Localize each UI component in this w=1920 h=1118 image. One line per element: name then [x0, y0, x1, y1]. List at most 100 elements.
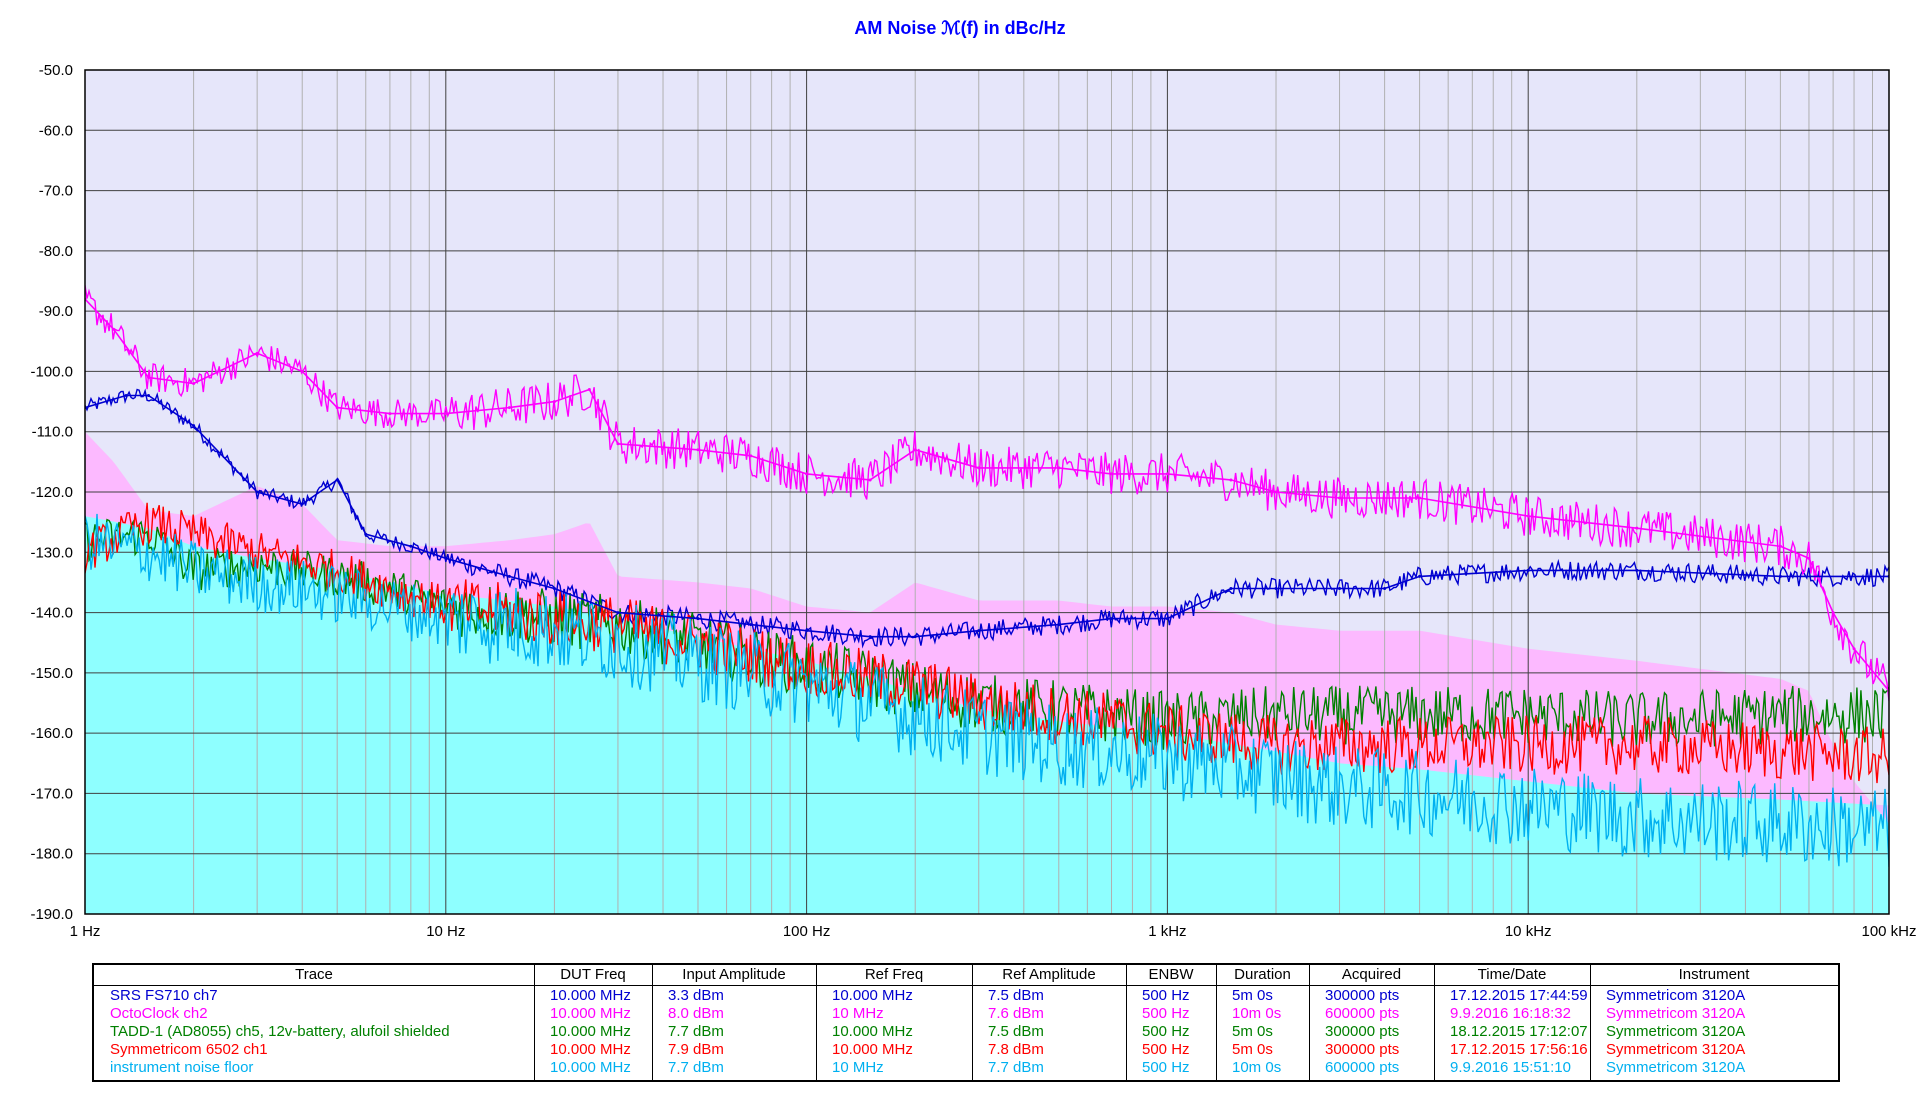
data-point: [1110, 472, 1114, 476]
x-tick-label: 10 kHz: [1505, 923, 1552, 940]
data-point: [1338, 496, 1342, 500]
data-point: [977, 466, 981, 470]
data-point: [805, 472, 809, 476]
legend-column-divider: [1590, 965, 1591, 1080]
data-point: [507, 406, 511, 410]
legend-cell: 10 MHz: [832, 1005, 884, 1022]
data-point: [444, 412, 448, 416]
data-point: [192, 424, 196, 428]
x-tick-label: 10 Hz: [426, 923, 465, 940]
data-point: [868, 635, 872, 639]
data-point: [616, 442, 620, 446]
data-point: [587, 388, 591, 392]
data-point: [1526, 568, 1530, 572]
series-line: [85, 502, 1889, 784]
legend-row: TADD-1 (AD8055) ch5, 12v-battery, alufoi…: [94, 1023, 1838, 1041]
y-tick-label: -150.0: [30, 665, 73, 682]
legend-cell: 9.9.2016 16:18:32: [1450, 1005, 1571, 1022]
legend-column-divider: [652, 965, 653, 1080]
legend-cell: 600000 pts: [1325, 1059, 1400, 1076]
data-point: [300, 369, 304, 373]
data-point: [977, 629, 981, 633]
legend-header-cell: Acquired: [1341, 966, 1402, 983]
legend-cell: 500 Hz: [1142, 1041, 1190, 1058]
data-point: [805, 629, 809, 633]
legend-cell: 10 MHz: [832, 1059, 884, 1076]
legend-cell: 17.12.2015 17:56:16: [1450, 1041, 1588, 1058]
data-point: [1418, 496, 1422, 500]
data-point: [255, 490, 259, 494]
legend-header-cell: Ref Freq: [864, 966, 924, 983]
legend-header-cell: ENBW: [1148, 966, 1194, 983]
legend-cell: 10.000 MHz: [832, 987, 913, 1004]
data-point: [1057, 466, 1061, 470]
data-point: [913, 448, 917, 452]
legend-cell: 10m 0s: [1232, 1059, 1282, 1076]
data-point: [1057, 623, 1061, 627]
legend-cell: 7.6 dBm: [988, 1005, 1044, 1022]
plot-border: [84, 69, 1890, 915]
data-point: [1274, 490, 1278, 494]
legend-table: Trace DUT Freq Input Amplitude Ref Freq Ref …: [92, 963, 1840, 1082]
y-tick-label: -130.0: [30, 544, 73, 561]
y-tick-label: -50.0: [39, 62, 73, 79]
legend-cell: SRS FS710 ch7: [110, 987, 218, 1004]
chart-title: AM Noise ℳ(f) in dBc/Hz: [854, 18, 1066, 38]
legend-column-divider: [1216, 965, 1217, 1080]
data-point: [1807, 556, 1811, 560]
y-tick-label: -160.0: [30, 725, 73, 742]
legend-cell: 7.7 dBm: [668, 1059, 724, 1076]
legend-cell: 10.000 MHz: [550, 1005, 631, 1022]
legend-cell: 17.12.2015 17:44:59: [1450, 987, 1588, 1004]
data-point: [1338, 586, 1342, 590]
x-tick-label: 100 Hz: [783, 923, 831, 940]
legend-cell: 5m 0s: [1232, 1023, 1273, 1040]
data-point: [868, 478, 872, 482]
series-line: [85, 513, 1889, 867]
y-tick-label: -60.0: [39, 122, 73, 139]
data-point: [255, 351, 259, 355]
y-tick-label: -90.0: [39, 303, 73, 320]
legend-header-cell: Time/Date: [1477, 966, 1547, 983]
data-point: [696, 617, 700, 621]
legend-cell: 10m 0s: [1232, 1005, 1282, 1022]
legend-cell: 300000 pts: [1325, 1023, 1400, 1040]
legend-cell: Symmetricom 3120A: [1606, 1059, 1746, 1076]
legend-cell: 10.000 MHz: [550, 1059, 631, 1076]
legend-cell: 500 Hz: [1142, 1023, 1190, 1040]
legend-cell: 10.000 MHz: [550, 987, 631, 1004]
legend-cell: 10.000 MHz: [550, 1041, 631, 1058]
legend-row: instrument noise floor 10.000 MHz 7.7 dBm 1…: [94, 1059, 1838, 1077]
y-tick-label: -120.0: [30, 484, 73, 501]
legend-cell: 10.000 MHz: [832, 1041, 913, 1058]
data-point: [1229, 478, 1233, 482]
legend-header-cell: Duration: [1234, 966, 1291, 983]
data-point: [1165, 472, 1169, 476]
legend-header-cell: Input Amplitude: [682, 966, 786, 983]
legend-cell: 300000 pts: [1325, 1041, 1400, 1058]
data-point: [1635, 568, 1639, 572]
data-point: [696, 448, 700, 452]
data-point: [444, 556, 448, 560]
chart-plot: -50.0 -60.0 -70.0 -80.0 -90.0 -100.0 -110.0 -12…: [30, 62, 1916, 940]
legend-cell: instrument noise floor: [110, 1059, 254, 1076]
legend-cell: Symmetricom 3120A: [1606, 1041, 1746, 1058]
x-tick-label: 100 kHz: [1861, 923, 1916, 940]
data-point: [552, 400, 556, 404]
series-line: [85, 388, 1889, 649]
y-tick-label: -110.0: [32, 424, 73, 441]
legend-cell: Symmetricom 3120A: [1606, 1023, 1746, 1040]
legend-header-cell: Instrument: [1678, 966, 1750, 983]
data-point: [335, 406, 339, 410]
legend-column-divider: [816, 965, 817, 1080]
data-point: [1418, 574, 1422, 578]
legend-cell: Symmetricom 3120A: [1606, 987, 1746, 1004]
data-point: [364, 532, 368, 536]
legend-cell: 9.9.2016 15:51:10: [1450, 1059, 1571, 1076]
legend-column-divider: [1309, 965, 1310, 1080]
data-point: [147, 375, 151, 379]
legend-cell: TADD-1 (AD8055) ch5, 12v-battery, alufoi…: [110, 1023, 450, 1040]
legend-cell: 5m 0s: [1232, 1041, 1273, 1058]
data-point: [1778, 544, 1782, 548]
legend-cell: 10.000 MHz: [550, 1023, 631, 1040]
